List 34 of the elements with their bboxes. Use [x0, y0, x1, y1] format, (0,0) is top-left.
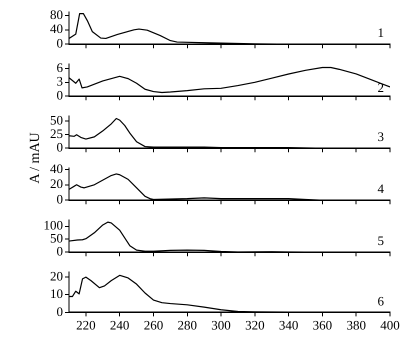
annotation: 1	[378, 25, 384, 40]
annotation: 3	[378, 129, 384, 144]
x-tick-label: 400	[380, 318, 400, 333]
annotation: 6	[378, 293, 384, 308]
y-tick-label: 80	[50, 6, 63, 22]
y-tick-label: 50	[50, 112, 63, 128]
y-axis-title: A / mAU	[28, 132, 44, 184]
annotation: 4	[378, 181, 384, 196]
x-tick-label: 220	[76, 318, 96, 333]
x-tick-label: 300	[211, 318, 231, 333]
x-tick-label: 320	[245, 318, 265, 333]
x-tick-label: 260	[144, 318, 164, 333]
y-tick-label: 40	[50, 160, 63, 176]
x-tick-label: 340	[278, 318, 298, 333]
y-tick-label: 0	[56, 36, 63, 51]
y-tick-label: 40	[50, 21, 63, 36]
y-tick-label: 25	[50, 126, 63, 142]
y-tick-label: 0	[56, 88, 63, 103]
x-tick-label: 360	[312, 318, 332, 333]
y-tick-label: 0	[56, 304, 63, 319]
annotation: 5	[378, 233, 384, 248]
x-tick-label: 280	[178, 318, 198, 333]
y-tick-label: 100	[44, 218, 63, 233]
y-tick-label: 50	[50, 230, 63, 246]
y-tick-label: 6	[56, 60, 64, 75]
x-tick-label: 380	[346, 318, 366, 333]
y-tick-label: 20	[50, 176, 63, 192]
y-tick-label: 0	[56, 244, 63, 259]
y-tick-label: 3	[56, 74, 63, 89]
x-tick-label: 240	[110, 318, 130, 333]
y-tick-label: 0	[56, 140, 63, 155]
y-tick-label: 20	[50, 268, 63, 284]
y-tick-label: 10	[50, 286, 63, 302]
y-tick-label: 0	[56, 192, 63, 207]
